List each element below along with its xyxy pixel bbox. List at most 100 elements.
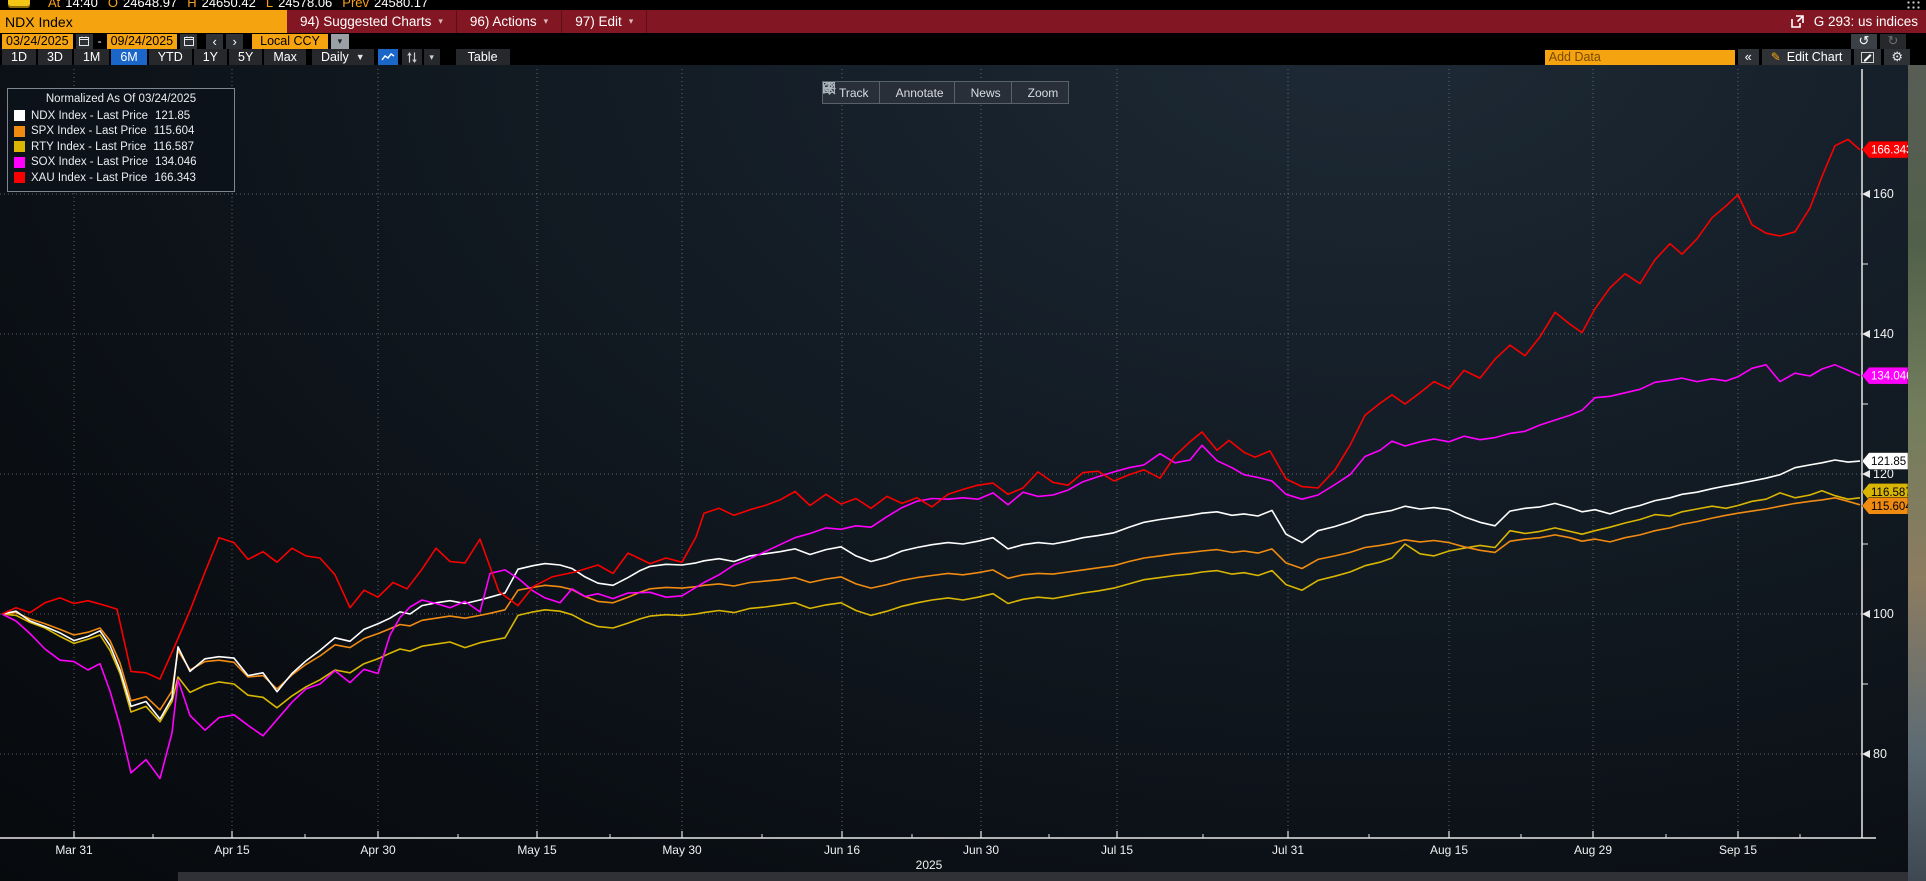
dropdown-caret-icon: ▾	[628, 16, 634, 26]
x-tick-label: Jul 15	[1101, 843, 1133, 857]
x-tick-label: May 30	[662, 843, 702, 857]
chevron-left-icon: ‹	[212, 33, 217, 49]
x-tick-label: Jul 31	[1272, 843, 1304, 857]
line-chart-type-button[interactable]	[377, 49, 398, 65]
range-tab-6m[interactable]: 6M	[111, 49, 147, 65]
y-tick-label: 160	[1873, 187, 1894, 201]
range-tab-3d[interactable]: 3D	[37, 49, 72, 65]
y-tick-label: 80	[1873, 747, 1887, 761]
end-calendar-icon[interactable]	[180, 33, 198, 49]
y-tick-pointer-icon	[1862, 190, 1870, 198]
security-status-bar: At 14:40 O 24648.97 H 24650.42 L 24578.06 Prev 24…	[0, 0, 1926, 10]
currency-select[interactable]: Local CCY	[252, 33, 328, 49]
add-data-input[interactable]	[1544, 49, 1735, 65]
collapse-icon: «	[1744, 50, 1752, 64]
chart-tool-annotate[interactable]: Annotate	[823, 82, 955, 103]
chart-tool-zoom[interactable]: Zoom	[823, 82, 1069, 103]
menu-item-edit[interactable]: 97) Edit ▾	[562, 10, 648, 33]
end-date-field[interactable]: 09/24/2025	[106, 33, 178, 49]
x-tick-label: Sep 15	[1719, 843, 1757, 857]
y-tick-label: 100	[1873, 607, 1894, 621]
chart-tool-news[interactable]: News	[823, 82, 1012, 103]
undo-button[interactable]: ↺	[1851, 33, 1877, 49]
legend-swatch	[14, 172, 25, 184]
table-button[interactable]: Table	[455, 49, 510, 65]
legend-row: RTY Index - Last Price 116.587	[14, 139, 228, 155]
date-range-bar: 03/24/2025 - 09/24/2025 ‹ › Local CCY ▾ …	[0, 33, 1926, 49]
start-calendar-icon[interactable]	[75, 33, 93, 49]
menu-items: 94) Suggested Charts ▾ 96) Actions ▾ 97) Edi…	[287, 10, 648, 33]
legend-swatch	[14, 110, 25, 122]
x-tick-label: Jun 16	[824, 843, 860, 857]
legend-swatch	[14, 141, 25, 153]
collapse-panel-button[interactable]: «	[1737, 49, 1759, 65]
price-tag-xau	[1861, 140, 1908, 159]
range-tab-max[interactable]: Max	[264, 49, 306, 65]
legend-row: SPX Index - Last Price 115.604	[14, 124, 228, 140]
x-axis-year-label: 2025	[916, 858, 943, 872]
range-tab-1d[interactable]: 1D	[2, 49, 36, 65]
legend-row: SOX Index - Last Price 134.046	[14, 155, 228, 171]
dropdown-caret-icon: ▾	[438, 16, 443, 26]
drag-grid-icon[interactable]	[1906, 0, 1920, 9]
x-tick-label: Apr 30	[360, 843, 396, 857]
ohlc-status-text: At 14:40 O 24648.97 H 24650.42 L 24578.06 Prev 24…	[48, 0, 429, 10]
menu-item-suggested-charts[interactable]: 94) Suggested Charts ▾	[287, 10, 457, 33]
period-dropdown[interactable]: Daily ▼	[311, 49, 374, 65]
menu-bar: 94) Suggested Charts▾96) Actions▾97) Edi…	[0, 10, 1926, 33]
series-line-sox	[1, 363, 1861, 780]
range-tabs: 1D 3D 1M 6M YTD 1Y 5Y Max	[2, 49, 306, 65]
edit-chart-button[interactable]: ✎ Edit Chart	[1761, 49, 1852, 65]
next-period-button[interactable]: ›	[226, 33, 244, 49]
gridlines	[0, 69, 1862, 838]
chart-type-caret-button[interactable]: ▾	[423, 49, 440, 65]
gear-icon: ⚙	[1891, 49, 1903, 64]
axes: Mar 31 Apr 15 Apr 30 May 15 May 30 Jun 16 Jun …	[0, 69, 1894, 872]
undo-icon: ↺	[1858, 33, 1870, 48]
x-tick-label: Mar 31	[55, 843, 93, 857]
alert-icon	[8, 0, 30, 8]
redo-button[interactable]: ↻	[1880, 33, 1906, 49]
legend-swatch	[14, 156, 25, 168]
x-tick-label: Apr 15	[214, 843, 250, 857]
chevron-down-icon: ▾	[429, 51, 434, 62]
y-tick-pointer-icon	[1862, 330, 1870, 338]
y-tick-pointer-icon	[1862, 470, 1870, 478]
svg-text:134.046: 134.046	[1871, 371, 1908, 383]
chevron-right-icon: ›	[232, 33, 237, 49]
x-tick-label: Aug 15	[1430, 843, 1468, 857]
range-tab-ytd[interactable]: YTD	[148, 49, 192, 65]
security-input[interactable]	[0, 10, 287, 33]
y-tick-label: 120	[1873, 467, 1894, 481]
price-tag-ndx	[1861, 452, 1908, 470]
currency-caret-icon[interactable]: ▾	[330, 33, 349, 49]
legend-swatch	[14, 125, 25, 137]
line-chart-icon	[381, 53, 395, 61]
annotate-chart-button[interactable]	[1854, 49, 1882, 65]
bar-chart-type-button[interactable]	[401, 49, 422, 65]
start-date-field[interactable]: 03/24/2025	[2, 33, 73, 49]
series-line-ndx	[1, 459, 1861, 720]
chart-settings-button[interactable]: ⚙	[1884, 49, 1910, 65]
x-tick-label: Aug 29	[1574, 843, 1612, 857]
price-tag-spx	[1861, 497, 1908, 515]
y-tick-pointer-icon	[1862, 610, 1870, 618]
range-tab-1m[interactable]: 1M	[73, 49, 110, 65]
series-line-spx	[1, 496, 1861, 711]
menu-item-actions[interactable]: 96) Actions ▾	[457, 10, 563, 33]
range-tab-5y[interactable]: 5Y	[229, 49, 263, 65]
range-tab-1y[interactable]: 1Y	[193, 49, 228, 65]
chart-hover-toolbar: Track Annotate News Zoom	[822, 81, 1070, 104]
price-chart: Mar 31 Apr 15 Apr 30 May 15 May 30 Jun 16 Jun …	[0, 69, 1908, 872]
x-tick-label: May 15	[517, 843, 557, 857]
svg-text:116.587: 116.587	[1871, 487, 1908, 499]
export-icon[interactable]	[1790, 14, 1805, 29]
last-price-tags: 116.587 115.604 121.85 134.046 166.343	[1861, 140, 1908, 515]
prev-period-button[interactable]: ‹	[206, 33, 224, 49]
chart-legend[interactable]: Normalized As Of 03/24/2025 NDX Index - …	[7, 88, 235, 192]
svg-text:115.604: 115.604	[1871, 501, 1908, 513]
dropdown-caret-icon: ▾	[543, 16, 549, 26]
chart-plot-area[interactable]: Mar 31 Apr 15 Apr 30 May 15 May 30 Jun 16 Jun …	[0, 65, 1908, 881]
